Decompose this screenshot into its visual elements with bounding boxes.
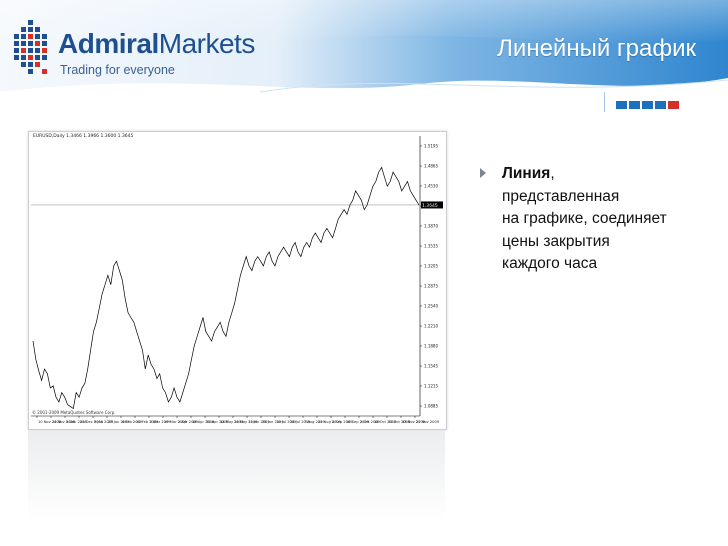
x-tick-label: 4 Sep 2009 — [332, 420, 353, 424]
x-tick-label: 24 Nov 2008 — [52, 420, 76, 424]
bullet-comma: , — [550, 165, 555, 182]
y-tick-label: 1.1215 — [424, 384, 438, 389]
x-tick-label: 24 Jul 2009 — [290, 420, 311, 424]
x-tick-label: 23 Dec 2008 — [80, 420, 104, 424]
x-tick-label: 30 Apr 2009 — [206, 420, 229, 424]
x-tick-label: 11 Jun 2009 — [248, 420, 270, 424]
logo-wordmark: AdmiralMarkets — [58, 28, 255, 60]
title-decoration-squares — [616, 101, 679, 109]
y-tick-label: 1.2540 — [424, 304, 438, 309]
x-tick-label: 21 Aug 2009 — [318, 420, 342, 424]
y-tick-label: 1.1545 — [424, 364, 438, 369]
y-tick-label: 1.0885 — [424, 404, 438, 409]
x-tick-label: 6 Feb 2009 — [122, 420, 143, 424]
x-tick-label: 10 Nov 2008 — [38, 420, 62, 424]
x-tick-label: 7 Aug 2009 — [304, 420, 325, 424]
y-tick-label: 1.3535 — [424, 244, 438, 249]
x-tick-label: 13 Nov 2009 — [402, 420, 426, 424]
y-tick-label: 1.2210 — [424, 324, 438, 329]
x-tick-label: 9 Dec 2008 — [66, 420, 87, 424]
chart-header-info: EURUSD,Daily 1.3466 1.3966 1.3600 1.3645 — [33, 134, 134, 139]
y-tick-label: 1.2875 — [424, 284, 438, 289]
chart-copyright: © 2001-2009 MetaQuotes Software Corp. — [32, 410, 116, 415]
bullet-keyword: Линия — [502, 165, 551, 182]
last-price-label: 1.3645 — [422, 203, 438, 209]
last-price-label-box — [421, 201, 443, 209]
x-tick-label: 14 May 2009 — [220, 420, 244, 424]
bullet-line-5: каждого часа — [502, 255, 598, 272]
y-tick-label: 1.4200 — [424, 204, 438, 209]
decor-square — [655, 101, 666, 109]
header-wave-background — [0, 0, 728, 93]
logo-grid-icon — [14, 20, 47, 74]
slide-header: AdmiralMarkets Trading for everyone Лине… — [0, 0, 728, 100]
y-tick-label: 1.5195 — [424, 144, 438, 149]
logo-word-admiral: Admiral — [58, 28, 159, 59]
x-tick-label: 23 Jan 2009 — [108, 420, 130, 424]
x-tick-label: 28 May 2009 — [234, 420, 258, 424]
decor-square — [616, 101, 627, 109]
bullet-arrow-icon — [480, 168, 486, 178]
x-tick-label: 16 Apr 2009 — [192, 420, 215, 424]
x-tick-label: 10 Jul 2009 — [276, 420, 297, 424]
logo-tagline: Trading for everyone — [60, 63, 175, 77]
x-tick-label: 19 Mar 2009 — [164, 420, 187, 424]
chart-reflection — [28, 430, 445, 520]
bullet-line-2: представленная — [502, 187, 620, 205]
price-chart-panel: 1.3645 1.5195 1.4865 1.4530 1.4200 1.3870 1.3… — [28, 131, 447, 430]
slide-title: Линейный график — [497, 35, 696, 62]
title-divider — [604, 92, 605, 112]
x-tick-label: 30 Oct 2009 — [388, 420, 411, 424]
x-tick-label: 16 Oct 2009 — [374, 420, 397, 424]
admiral-markets-logo: AdmiralMarkets Trading for everyone — [14, 18, 274, 88]
x-tick-label: 27 Nov 2009 — [416, 420, 440, 424]
bullet-line-1: Линия, — [502, 163, 712, 186]
bullet-line-4: цены закрытия — [502, 232, 610, 250]
x-tick-label: 25 Jun 2009 — [262, 420, 284, 424]
x-tick-label: 20 Feb 2009 — [136, 420, 159, 424]
price-line-series — [32, 166, 420, 410]
decor-square — [642, 101, 653, 109]
x-tick-label: 9 Jan 2009 — [94, 420, 114, 424]
y-tick-label: 1.4865 — [424, 164, 438, 169]
decor-square — [629, 101, 640, 109]
bullet-body: Линия, представленная на графике, соедин… — [502, 163, 712, 276]
y-tick-label: 1.3205 — [424, 264, 438, 269]
line-chart: 1.3645 1.5195 1.4865 1.4530 1.4200 1.3870 1.3… — [31, 136, 443, 424]
logo-word-markets: Markets — [158, 28, 256, 59]
x-tick-label: 5 Mar 2009 — [150, 420, 171, 424]
bullet-line-3: на графике, соединяет — [502, 210, 667, 227]
x-tick-label: 18 Sep 2009 — [346, 420, 369, 424]
y-tick-label: 1.1880 — [424, 344, 438, 349]
decor-square — [668, 101, 679, 109]
y-tick-label: 1.4530 — [424, 184, 438, 189]
y-tick-label: 1.3870 — [424, 224, 438, 229]
x-tick-label: 2 Oct 2009 — [360, 420, 381, 424]
x-tick-label: 2 Apr 2009 — [178, 420, 199, 424]
